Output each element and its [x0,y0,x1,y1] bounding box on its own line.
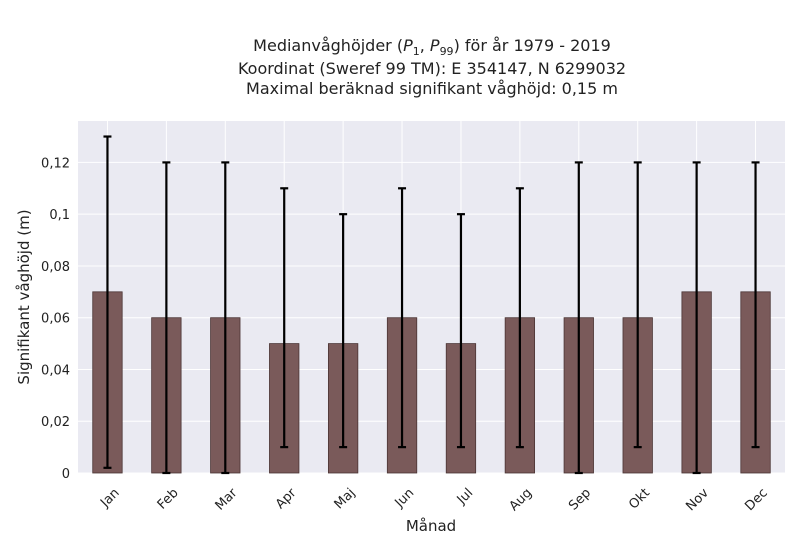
y-tick-label: 0 [62,467,70,482]
errorbar-jun [398,187,407,449]
errorbar-aug [515,187,524,449]
x-tick-label-nov: Nov [683,485,712,514]
chart-title-line-2: Koordinat (Sweref 99 TM): E 354147, N 62… [238,59,626,78]
errorbar-jan [103,135,112,469]
x-tick-label-apr: Apr [273,485,300,512]
errorbar-dec [751,161,760,449]
x-tick-label-okt: Okt [626,486,653,513]
error-bars [103,135,760,475]
x-tick-label-jun: Jun [392,486,418,512]
y-tick-label: 0,12 [41,156,70,171]
title-p99-sub: 99 [440,45,454,58]
x-tick-label-jan: Jan [97,486,122,511]
chart-title-line-3: Maximal beräknad signifikant våghöjd: 0,… [246,79,618,98]
title-p99-base: P [430,36,440,55]
y-tick-label: 0,1 [49,208,70,223]
x-tick-label-dec: Dec [742,486,770,514]
y-tick-labels: 0 0,02 0,04 0,06 0,08 0,1 0,12 [41,156,70,482]
y-axis-label: Signifikant våghöjd (m) [15,209,33,384]
x-tick-label-feb: Feb [155,486,182,513]
title-comma: , [420,36,430,55]
errorbar-mar [221,161,230,475]
errorbar-jul [456,213,465,449]
title-p1-sub: 1 [413,45,420,58]
x-tick-label-mar: Mar [213,485,241,513]
x-tick-label-aug: Aug [507,486,536,515]
y-tick-label: 0,04 [41,363,70,378]
x-tick-label-jul: Jul [454,486,476,508]
errorbar-apr [280,187,289,449]
x-tick-label-maj: Maj [332,486,359,513]
errorbar-feb [162,161,171,475]
title-prefix: Medianvåghöjder ( [253,36,403,55]
title-suffix: ) för år 1979 - 2019 [454,36,611,55]
errorbar-nov [692,161,701,475]
plot-area [78,121,785,473]
x-tick-labels: Jan Feb Mar Apr Maj Jun Jul Aug Sep Okt Nov Dec [97,485,771,514]
y-tick-label: 0,06 [41,312,70,327]
x-axis-label: Månad [406,517,456,535]
errorbar-sep [574,161,583,475]
x-tick-label-sep: Sep [566,486,594,514]
y-tick-label: 0,02 [41,415,70,430]
errorbar-okt [633,161,642,449]
chart-title-line-1: Medianvåghöjder (P1, P99) för år 1979 - … [253,36,611,58]
title-p1-base: P [403,36,413,55]
errorbar-maj [339,213,348,449]
y-tick-label: 0,08 [41,260,70,275]
